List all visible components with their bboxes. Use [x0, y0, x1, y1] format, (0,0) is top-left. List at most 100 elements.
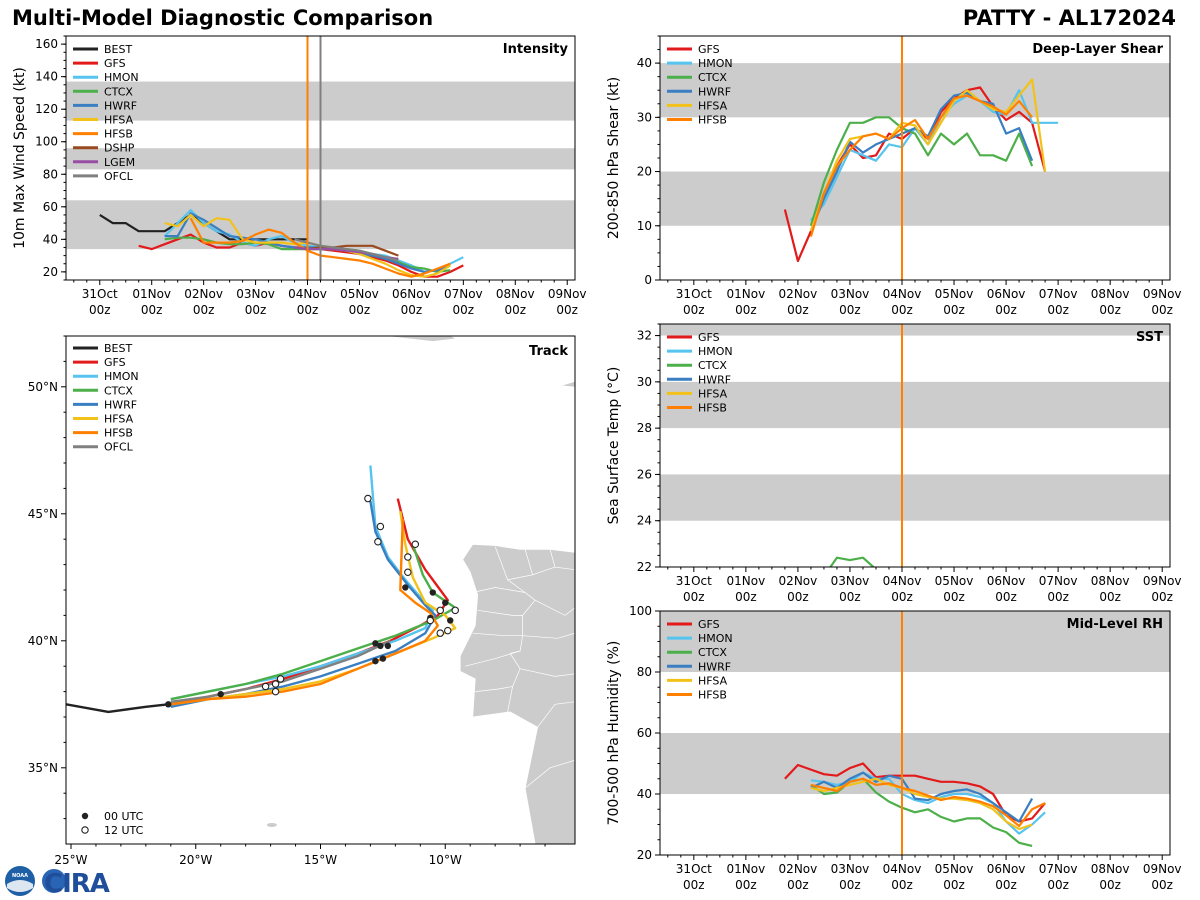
track-marker-12utc	[364, 494, 372, 503]
rh-ytick-label: 40	[637, 787, 652, 801]
rh-xtick-hour: 00z	[1047, 878, 1069, 892]
intensity-ylabel: 10m Max Wind Speed (kt)	[12, 67, 28, 249]
rh-title: Mid-Level RH	[1067, 617, 1163, 632]
track-legend-label: HMON	[104, 370, 139, 383]
intensity-xtick-hour: 00z	[349, 303, 371, 317]
land-border	[522, 632, 575, 639]
track-legend-marker-open	[81, 826, 89, 834]
rh-ylabel: 700-500 hPa Humidity (%)	[606, 641, 622, 826]
sst-xtick-day: 01Nov	[727, 574, 766, 588]
panel-sst: 31Oct 00z 01Nov 00z 02Nov 00z 03Nov 00z 04Nov 00z…	[606, 323, 1182, 604]
shear-xtick-day: 06Nov	[987, 287, 1026, 301]
sst-ytick-label: 26	[637, 467, 652, 481]
track-marker-12utc	[404, 568, 412, 576]
track-legend-marker-filled	[81, 812, 89, 820]
track-marker-12utc	[376, 522, 385, 531]
land-border	[477, 609, 523, 616]
land-iberia	[459, 543, 575, 844]
track-marker-00utc	[447, 617, 454, 624]
track-hmon	[170, 465, 434, 701]
intensity-xtick-day: 02Nov	[184, 287, 223, 301]
shear-xtick-day: 07Nov	[1039, 287, 1078, 301]
sst-legend-label: CTCX	[698, 359, 727, 372]
land-ireland	[387, 336, 456, 342]
shear-xtick-hour: 00z	[683, 303, 705, 317]
shear-xtick-hour: 00z	[891, 303, 913, 317]
rh-xtick-day: 01Nov	[727, 862, 766, 876]
shear-xtick-hour: 00z	[839, 303, 861, 317]
rh-xtick-day: 04Nov	[883, 862, 922, 876]
track-marker-12utc	[404, 553, 412, 561]
sst-ytick-label: 32	[637, 329, 652, 343]
shear-title: Deep-Layer Shear	[1032, 42, 1163, 57]
shear-xtick-hour: 00z	[1151, 303, 1173, 317]
intensity-xtick-day: 05Nov	[340, 287, 379, 301]
rh-legend-label: HFSA	[698, 674, 728, 687]
track-map-content	[66, 336, 575, 844]
intensity-series-ofcl	[294, 238, 399, 262]
track-legend-label: HWRF	[104, 398, 137, 411]
track-marker-00utc	[165, 701, 172, 708]
track-marker-12utc	[261, 682, 270, 691]
intensity-xtick-hour: 00z	[245, 303, 267, 317]
shear-series-hfsa	[809, 78, 1047, 232]
intensity-legend-label: BEST	[104, 43, 132, 56]
track-marker-12utc	[271, 687, 280, 696]
shear-xtick-day: 03Nov	[831, 287, 870, 301]
rh-xtick-hour: 00z	[787, 878, 809, 892]
shear-ytick-label: 0	[644, 273, 652, 287]
rh-xtick-hour: 00z	[1099, 878, 1121, 892]
track-marker-00utc	[402, 584, 409, 591]
track-hwrf	[170, 500, 437, 708]
intensity-legend-label: HFSB	[104, 128, 133, 141]
intensity-xtick-day: 04Nov	[288, 287, 327, 301]
track-marker-12utc	[451, 606, 459, 615]
rh-xtick-day: 06Nov	[987, 862, 1026, 876]
sst-band	[660, 324, 1170, 336]
storm-title: PATTY - AL172024	[962, 6, 1176, 30]
sst-legend-label: GFS	[698, 331, 720, 344]
intensity-ytick-label: 60	[43, 200, 58, 214]
rh-xtick-hour: 00z	[735, 878, 757, 892]
rh-legend-label: GFS	[698, 618, 720, 631]
track-legend-marker-label: 00 UTC	[104, 810, 144, 823]
sst-frame	[659, 323, 1171, 568]
rh-xtick-hour: 00z	[683, 878, 705, 892]
intensity-legend-label: LGEM	[104, 156, 135, 169]
sst-xtick-hour: 00z	[1047, 590, 1069, 604]
panel-rh: 31Oct 00z 01Nov 00z 02Nov 00z 03Nov 00z 04Nov 00z…	[606, 604, 1182, 892]
track-marker-00utc	[372, 657, 379, 665]
intensity-xtick-day: 01Nov	[132, 287, 171, 301]
track-ytick-label: 45°N	[28, 507, 58, 521]
noaa-logo-text: NOAA	[12, 873, 28, 879]
rh-band	[660, 733, 1170, 794]
shear-ylabel: 200-850 hPa Shear (kt)	[606, 77, 622, 239]
shear-legend-label: GFS	[698, 43, 720, 56]
shear-xtick-day: 01Nov	[727, 287, 766, 301]
rh-legend-label: HWRF	[698, 660, 731, 673]
track-marker-00utc	[377, 642, 384, 650]
track-marker-00utc	[384, 642, 392, 650]
rh-legend-label: HFSB	[698, 689, 727, 702]
track-marker-00utc	[379, 655, 387, 662]
shear-xtick-hour: 00z	[735, 303, 757, 317]
sst-xtick-hour: 00z	[1151, 590, 1173, 604]
land-border	[537, 701, 575, 728]
track-ctcx	[170, 543, 457, 701]
sst-series-group	[829, 556, 876, 567]
shear-xtick-day: 08Nov	[1091, 287, 1130, 301]
track-marker-12utc	[436, 606, 445, 615]
track-ytick-label: 40°N	[28, 634, 58, 648]
shear-series-group	[783, 78, 1059, 263]
sst-ylabel: Sea Surface Temp (°C)	[606, 367, 622, 525]
land-cornwall	[562, 381, 575, 387]
cira-logo-text: CIRA	[44, 869, 110, 898]
sst-ytick-label: 30	[637, 375, 652, 389]
track-marker-00utc	[217, 690, 224, 698]
shear-ytick-label: 40	[637, 56, 652, 70]
intensity-ytick-label: 140	[35, 70, 58, 84]
track-xtick-label: 10°W	[429, 853, 462, 867]
track-marker-12utc	[374, 537, 382, 546]
intensity-legend-label: DSHP	[104, 142, 135, 155]
